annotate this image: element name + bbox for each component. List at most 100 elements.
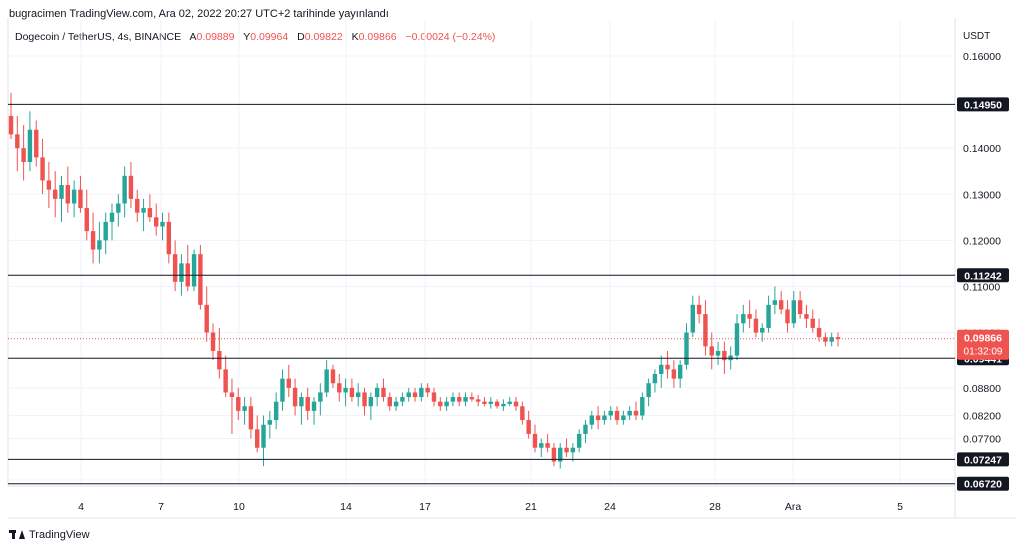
candle-body: [311, 401, 317, 411]
candle-body: [570, 447, 576, 453]
candle-body: [8, 115, 14, 135]
candle-body: [425, 387, 430, 393]
y-tick-label: 0.13000: [963, 189, 1001, 201]
candle-body: [217, 350, 222, 370]
level-price-label: 0.11242: [964, 270, 1002, 282]
candle-body: [135, 198, 140, 213]
candle-body: [671, 369, 677, 379]
candle-body: [318, 392, 323, 402]
candle-body: [703, 314, 708, 347]
candle-body: [292, 387, 298, 407]
candle-body: [267, 420, 273, 425]
high-label: Y: [243, 31, 251, 43]
candle-body: [400, 397, 405, 402]
candle-body: [286, 378, 291, 388]
candle-body: [646, 383, 651, 398]
open-value: 0.09889: [196, 31, 235, 43]
candle-body: [59, 185, 64, 199]
x-tick-label: 14: [340, 501, 352, 513]
candle-body: [330, 369, 336, 384]
x-tick-label: 5: [897, 501, 903, 513]
tradingview-logo-icon: [9, 530, 25, 540]
candle-body: [760, 327, 765, 333]
candle-body: [753, 318, 759, 333]
candle-body: [450, 397, 456, 402]
brand-name: TradingView: [29, 529, 90, 541]
candle-body: [614, 410, 620, 421]
candle-body: [406, 392, 411, 398]
candle-body: [362, 392, 367, 407]
candle-body: [438, 401, 443, 407]
candle-body: [488, 401, 493, 404]
candle-body: [595, 415, 601, 421]
candle-body: [210, 332, 216, 351]
level-price-label: 0.07247: [964, 454, 1002, 466]
candle-body: [109, 212, 115, 222]
candle-body: [229, 392, 235, 398]
candle-body: [84, 208, 89, 232]
candle-body: [349, 387, 355, 398]
candle-body: [381, 387, 386, 398]
level-price-tag: [957, 97, 1009, 112]
candle-body: [791, 300, 797, 324]
candle-body: [627, 410, 632, 416]
bar-countdown-label: 01:32:09: [964, 347, 1003, 358]
candle-body: [97, 240, 102, 250]
candle-body: [684, 332, 689, 365]
candle-body: [621, 415, 626, 421]
x-tick-label: 10: [233, 501, 245, 513]
y-tick-label: 0.12000: [963, 235, 1001, 247]
candle-body: [299, 397, 304, 407]
change-value: −0.00024 (−0.24%): [405, 31, 496, 43]
candle-body: [576, 433, 582, 448]
y-tick-label: 0.16000: [963, 51, 1001, 63]
y-tick-label: 0.08800: [963, 383, 1001, 395]
candle-body: [305, 397, 310, 411]
candle-body: [475, 399, 481, 402]
candle-body: [431, 392, 437, 402]
candle-body: [589, 415, 595, 425]
x-tick-label: Ara: [785, 501, 802, 513]
close-label: K: [351, 31, 359, 43]
last-price-tag: [957, 329, 1009, 360]
y-tick-label: 0.08200: [963, 410, 1001, 422]
candle-body: [128, 175, 134, 199]
candle-body: [90, 231, 96, 250]
candle-body: [608, 410, 613, 416]
x-tick-label: 4: [78, 501, 84, 513]
high-value: 0.09964: [250, 31, 289, 43]
candle-body: [463, 397, 468, 402]
candle-body: [539, 443, 544, 448]
candle-body: [160, 221, 165, 227]
currency-label: USDT: [963, 31, 991, 42]
candle-body: [494, 401, 500, 407]
candle-body: [734, 323, 740, 356]
candle-body: [141, 208, 146, 213]
candle-body: [747, 314, 752, 319]
candle-body: [356, 392, 361, 398]
price-chart[interactable]: 0.160000.140000.130000.120000.110000.100…: [0, 0, 1024, 520]
candle-body: [273, 401, 279, 421]
candle-body: [564, 447, 569, 453]
candle-body: [71, 189, 77, 204]
candle-body: [545, 443, 550, 448]
candle-body: [804, 314, 809, 319]
symbol-legend: Dogecoin / TetherUS, 4s, BINANCE A0.0988…: [15, 31, 495, 43]
candle-body: [122, 175, 127, 204]
candle-body: [520, 406, 525, 421]
candle-body: [457, 397, 462, 402]
candle-body: [21, 148, 26, 162]
candle-body: [772, 300, 778, 305]
candle-body: [785, 309, 790, 324]
y-tick-label: 0.11000: [963, 281, 1000, 293]
candle-body: [236, 397, 241, 411]
candle-body: [166, 221, 172, 255]
candle-body: [46, 180, 52, 190]
last-price-label: 0.09866: [964, 333, 1002, 345]
candle-body: [482, 401, 487, 404]
candle-body: [374, 387, 380, 398]
candle-body: [419, 387, 424, 398]
candle-body: [513, 401, 519, 407]
candle-body: [412, 392, 418, 398]
candle-body: [172, 254, 178, 282]
